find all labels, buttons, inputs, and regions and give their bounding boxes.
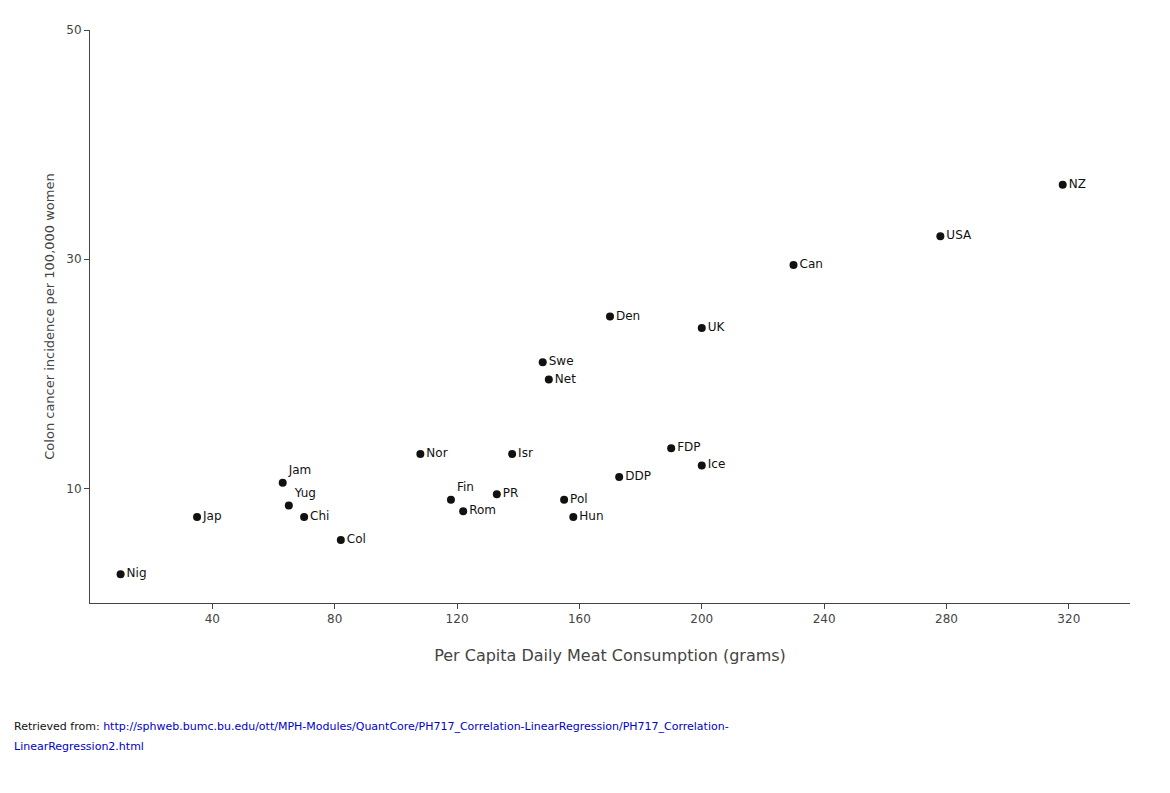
svg-text:Colon cancer incidence per 100: Colon cancer incidence per 100,000 women [42, 173, 57, 459]
svg-text:Jam: Jam [288, 463, 312, 477]
svg-text:Hun: Hun [579, 509, 603, 523]
svg-text:160: 160 [568, 612, 591, 626]
svg-text:Net: Net [555, 372, 576, 386]
svg-text:Col: Col [347, 532, 366, 546]
svg-text:USA: USA [946, 228, 972, 242]
svg-text:Retrieved from: http://sphweb.: Retrieved from: http://sphweb.bumc.bu.ed… [14, 720, 729, 733]
svg-text:10: 10 [66, 482, 81, 496]
svg-text:FDP: FDP [677, 440, 700, 454]
svg-text:Fin: Fin [457, 480, 474, 494]
svg-text:30: 30 [66, 252, 81, 266]
svg-text:PR: PR [503, 486, 519, 500]
svg-text:Ice: Ice [708, 457, 726, 471]
svg-text:240: 240 [813, 612, 836, 626]
svg-text:Pol: Pol [570, 492, 587, 506]
svg-text:280: 280 [935, 612, 958, 626]
svg-text:LinearRegression2.html: LinearRegression2.html [14, 740, 144, 753]
svg-text:Isr: Isr [518, 446, 533, 460]
svg-text:Chi: Chi [310, 509, 329, 523]
svg-text:Nor: Nor [426, 446, 447, 460]
svg-text:Nig: Nig [127, 566, 147, 580]
svg-text:UK: UK [708, 320, 726, 334]
svg-text:80: 80 [327, 612, 342, 626]
svg-text:Can: Can [800, 257, 823, 271]
svg-text:Swe: Swe [549, 354, 574, 368]
svg-text:Jap: Jap [202, 509, 222, 523]
svg-text:40: 40 [205, 612, 220, 626]
svg-text:50: 50 [66, 23, 81, 37]
svg-text:320: 320 [1057, 612, 1080, 626]
svg-text:Den: Den [616, 309, 640, 323]
svg-text:Per Capita Daily Meat Consumpt: Per Capita Daily Meat Consumption (grams… [434, 646, 786, 665]
svg-text:DDP: DDP [625, 469, 651, 483]
svg-text:NZ: NZ [1069, 177, 1086, 191]
svg-text:120: 120 [446, 612, 469, 626]
svg-text:200: 200 [690, 612, 713, 626]
svg-text:Rom: Rom [469, 503, 496, 517]
svg-text:Yug: Yug [294, 486, 316, 500]
